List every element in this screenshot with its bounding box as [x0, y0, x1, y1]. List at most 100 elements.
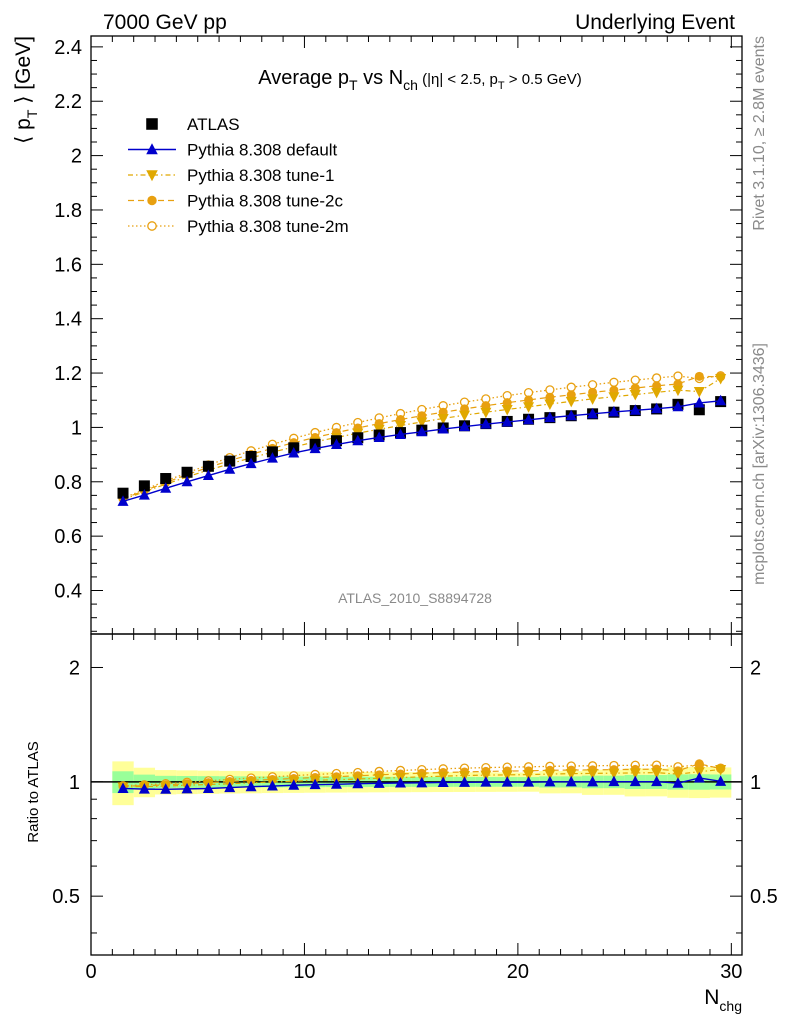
- point-2: [565, 396, 577, 408]
- point-1: [672, 400, 684, 412]
- point-4: [566, 382, 576, 392]
- point-0: [160, 473, 172, 485]
- point-1: [629, 404, 641, 415]
- legend-marker-2: [146, 170, 158, 182]
- y-tick-label: 1.6: [54, 254, 82, 276]
- ratio-point-2: [565, 769, 577, 780]
- point-0: [266, 446, 278, 458]
- ratio-point-1: [138, 783, 150, 794]
- point-1: [202, 469, 214, 481]
- point-1: [437, 423, 449, 434]
- ratio-point-2: [523, 770, 535, 781]
- x-axis-label: Nchg: [704, 986, 742, 1014]
- point-1: [523, 413, 535, 425]
- header-left: 7000 GeV pp: [103, 11, 227, 34]
- point-4: [630, 375, 640, 385]
- ratio-tick-label-right: 1: [750, 772, 761, 794]
- ratio-point-1: [587, 775, 599, 787]
- point-1: [459, 420, 471, 432]
- series-line-3: [122, 375, 721, 500]
- point-1: [544, 411, 556, 423]
- point-2: [715, 373, 727, 385]
- ratio-point-2: [672, 769, 684, 781]
- ratio-point-1: [501, 776, 513, 787]
- y-tick-label: 2.4: [54, 37, 82, 59]
- ratio-tick-label-right: 2: [750, 657, 761, 679]
- ratio-point-1: [160, 783, 172, 794]
- point-0: [245, 451, 257, 463]
- ratio-point-2: [459, 771, 471, 782]
- ratio-point-1: [480, 776, 492, 787]
- ratio-point-2: [544, 769, 556, 781]
- x-tick-label: 30: [720, 961, 742, 983]
- rivet-label: Rivet 3.1.10, ≥ 2.8M events: [751, 36, 768, 231]
- legend-label-1: Pythia 8.308 default: [187, 141, 338, 160]
- y-tick-label: 0.8: [54, 472, 82, 494]
- legend-marker-3: [147, 195, 157, 206]
- point-2: [437, 413, 449, 425]
- x-tick-label: 10: [293, 961, 315, 983]
- point-4: [587, 380, 598, 390]
- y-axis-label: ⟨ pT ⟩ [GeV]: [12, 36, 40, 144]
- point-4: [673, 371, 683, 381]
- y-tick-label: 1.2: [54, 363, 82, 385]
- point-2: [651, 387, 663, 399]
- point-1: [565, 409, 577, 421]
- point-2: [416, 417, 428, 428]
- legend-marker-4: [147, 221, 157, 231]
- ratio-point-2: [651, 768, 663, 779]
- point-1: [138, 489, 150, 500]
- ratio-point-1: [437, 776, 449, 787]
- point-3: [694, 371, 704, 381]
- point-2: [544, 399, 556, 411]
- ratio-point-1: [672, 777, 684, 788]
- ratio-point-1: [266, 780, 278, 791]
- point-0: [693, 404, 705, 416]
- ratio-point-1: [245, 780, 257, 792]
- ratio-point-2: [629, 768, 641, 779]
- point-2: [480, 407, 492, 419]
- legend-label-3: Pythia 8.308 tune-2c: [187, 192, 343, 211]
- point-1: [587, 407, 599, 419]
- y-tick-label: 2.2: [54, 91, 82, 113]
- point-1: [373, 431, 385, 442]
- legend-label-0: ATLAS: [187, 115, 240, 134]
- point-1: [330, 438, 342, 450]
- y-tick-label: 0.4: [54, 581, 82, 603]
- y-tick-label: 2: [71, 146, 82, 168]
- point-2: [523, 402, 535, 413]
- point-1: [651, 402, 663, 414]
- legend-label-4: Pythia 8.308 tune-2m: [187, 217, 349, 236]
- mcplots-label: mcplots.cern.ch [arXiv:1306.3436]: [751, 343, 768, 585]
- point-1: [416, 425, 428, 437]
- ratio-point-1: [459, 776, 471, 787]
- ratio-tick-label: 0.5: [52, 886, 80, 908]
- point-3: [524, 395, 534, 405]
- point-1: [245, 457, 257, 469]
- ratio-point-1: [651, 775, 663, 787]
- ratio-point-1: [352, 777, 364, 789]
- y-tick-label: 1: [71, 417, 82, 439]
- point-1: [181, 475, 193, 487]
- ratio-point-2: [715, 764, 727, 776]
- point-1: [608, 405, 620, 417]
- ratio-point-1: [629, 775, 641, 787]
- point-1: [480, 418, 492, 429]
- ratio-point-2: [480, 770, 492, 782]
- ratio-point-3: [694, 759, 704, 769]
- y-tick-label: 1.8: [54, 200, 82, 222]
- ratio-point-1: [416, 776, 428, 788]
- y-tick-label: 0.6: [54, 526, 82, 548]
- ratio-point-1: [715, 775, 727, 786]
- ratio-point-2: [501, 770, 513, 781]
- point-4: [651, 373, 662, 383]
- point-1: [160, 482, 172, 493]
- x-tick-label: 20: [507, 961, 529, 983]
- point-4: [609, 377, 619, 387]
- point-0: [224, 455, 236, 467]
- ratio-point-1: [224, 781, 236, 793]
- ratio-point-1: [394, 777, 406, 788]
- main-panel: [117, 371, 727, 506]
- ratio-point-1: [608, 775, 620, 787]
